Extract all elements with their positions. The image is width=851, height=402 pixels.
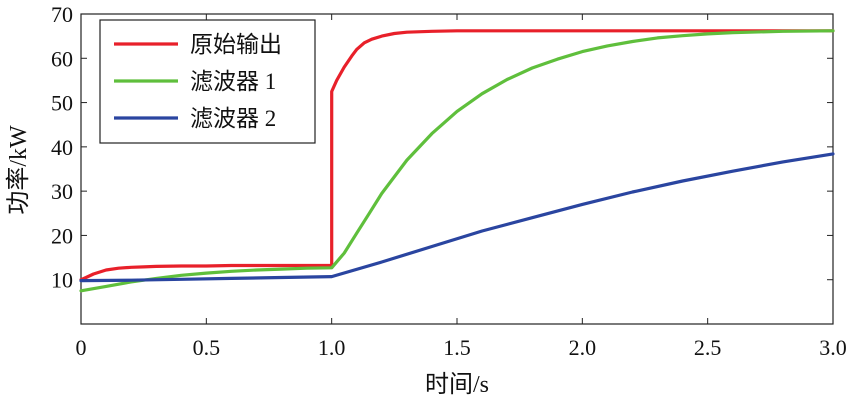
x-tick-label: 3.0 [819,335,847,360]
y-tick-label: 20 [51,223,73,248]
x-tick-label: 2.5 [694,335,722,360]
x-tick-label: 0.5 [193,335,221,360]
legend-label-1: 原始输出 [190,32,282,57]
axes: 0 0.5 1.0 1.5 2.0 2.5 3.0 10 20 30 40 50 60 70 [51,2,847,360]
y-tick-label: 50 [51,91,73,116]
legend-label-2: 滤波器 1 [190,69,276,94]
x-tick-label: 0 [76,335,87,360]
y-axis-label: 功率/kW [5,125,32,215]
x-tick-label: 1.5 [443,335,471,360]
y-tick-label: 60 [51,46,73,71]
series-line-2 [79,29,835,293]
x-tick-label: 1.0 [318,335,346,360]
y-tick-label: 40 [51,135,73,160]
y-tick-label: 10 [51,268,73,293]
x-axis-label: 时间/s [425,371,489,398]
y-tick-label: 30 [51,179,73,204]
y-tick-label: 70 [51,2,73,27]
series-lines [79,29,835,293]
legend-label-3: 滤波器 2 [190,106,276,131]
x-tick-label: 2.0 [569,335,597,360]
series-line-3 [79,152,835,283]
series-line-1 [79,29,835,282]
